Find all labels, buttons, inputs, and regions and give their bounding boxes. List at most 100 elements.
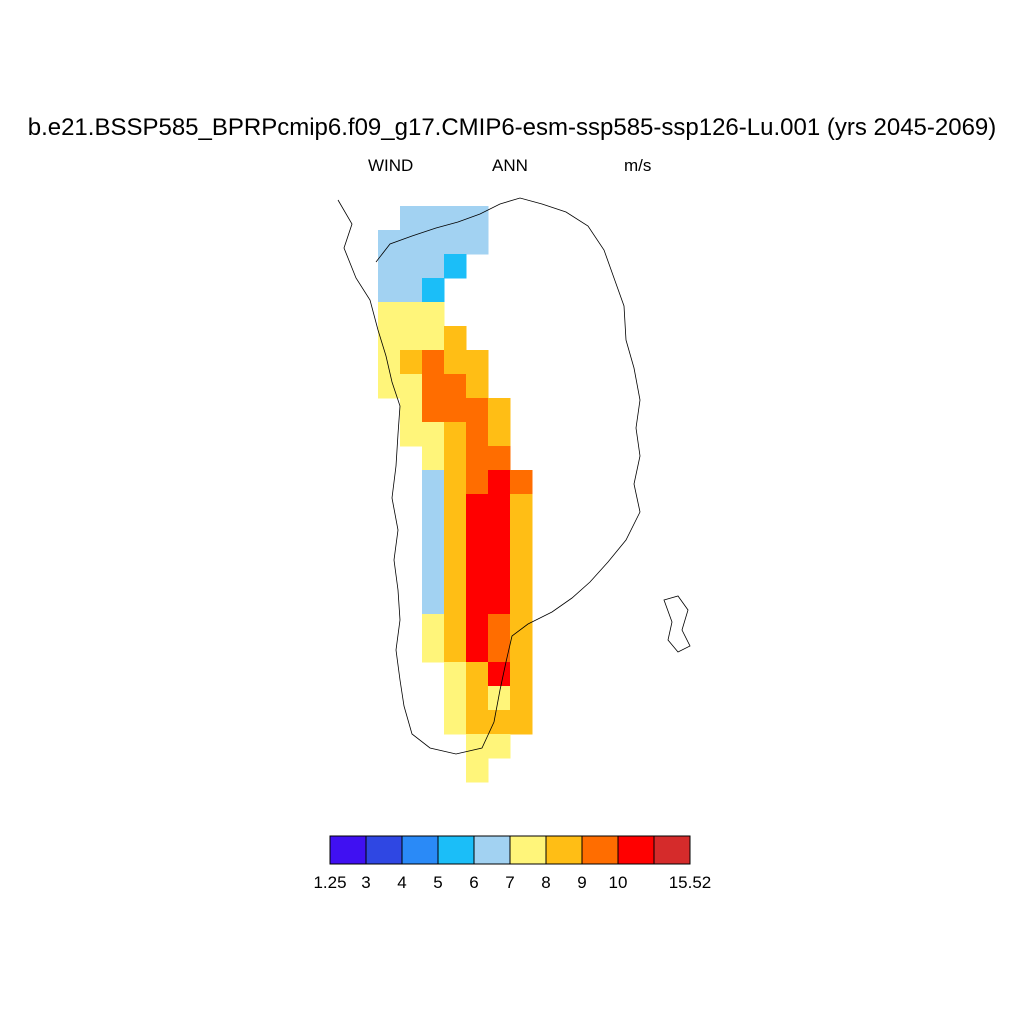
grid-cell [422, 518, 445, 543]
colorbar-boxes [329, 835, 691, 865]
grid-cell [444, 686, 467, 711]
grid-cell [400, 374, 423, 399]
grid-cell [488, 566, 511, 591]
colorbar-label: 3 [361, 873, 370, 892]
grid-cell [466, 446, 489, 471]
grid-cell [444, 470, 467, 495]
grid-cell [422, 278, 445, 303]
grid-cell [466, 590, 489, 615]
colorbar-box [545, 835, 583, 865]
colorbar-box [581, 835, 619, 865]
grid-cell [488, 398, 511, 423]
grid-cell [466, 614, 489, 639]
grid-cell [378, 230, 401, 255]
grid-cell [422, 230, 445, 255]
colorbar-box [653, 835, 691, 865]
grid-cell [422, 542, 445, 567]
season-label: ANN [492, 156, 528, 175]
grid-cell [466, 734, 489, 759]
colorbar-label: 7 [505, 873, 514, 892]
grid-cell [444, 614, 467, 639]
grid-cell [444, 446, 467, 471]
grid-cell [466, 566, 489, 591]
grid-cell [444, 566, 467, 591]
grid-cell [488, 638, 511, 663]
grid-cell [444, 518, 467, 543]
grid-cell [378, 326, 401, 351]
grid-cell [422, 374, 445, 399]
grid-cell [422, 398, 445, 423]
grid-cell [422, 470, 445, 495]
grid-cell [466, 350, 489, 375]
grid-cell [488, 542, 511, 567]
grid-cell [510, 542, 533, 567]
grid-cell [400, 350, 423, 375]
grid-cell [422, 326, 445, 351]
grid-cell [400, 254, 423, 279]
grid-cell [510, 494, 533, 519]
coastline [337, 197, 641, 755]
grid-cell [510, 710, 533, 735]
grid-cell [444, 398, 467, 423]
grid-cell [400, 278, 423, 303]
colorbar-label: 8 [541, 873, 550, 892]
grid-cell [466, 374, 489, 399]
grid-cell [422, 638, 445, 663]
grid-cell [378, 254, 401, 279]
grid-cell [466, 494, 489, 519]
grid-cell [378, 374, 401, 399]
grid-cell [488, 590, 511, 615]
grid-cell [444, 590, 467, 615]
grid-cell [510, 686, 533, 711]
grid-cell [400, 398, 423, 423]
grid-cell [400, 302, 423, 327]
grid-cell [466, 686, 489, 711]
grid-cell [400, 206, 423, 231]
colorbar-label: 4 [397, 873, 406, 892]
grid-cell [466, 542, 489, 567]
colorbar-label: 6 [469, 873, 478, 892]
grid-cell [488, 710, 511, 735]
grid-cell [422, 302, 445, 327]
colorbar-box [617, 835, 655, 865]
grid-cell [422, 350, 445, 375]
colorbar-box [509, 835, 547, 865]
colorbar-label: 15.52 [669, 873, 712, 892]
colorbar-box [401, 835, 439, 865]
colorbar-box [437, 835, 475, 865]
grid-cell [444, 254, 467, 279]
colorbar-box [473, 835, 511, 865]
grid-cell [422, 566, 445, 591]
grid-cell [488, 422, 511, 447]
grid-cell [466, 758, 489, 783]
grid-cell [466, 422, 489, 447]
grid-cell [444, 710, 467, 735]
grid-cell [488, 518, 511, 543]
grid-cell [400, 326, 423, 351]
grid-cell [378, 302, 401, 327]
grid-cell [488, 734, 511, 759]
coastline-island [663, 595, 691, 653]
grid-cell [422, 494, 445, 519]
grid-cell [400, 230, 423, 255]
grid-cell [510, 470, 533, 495]
colorbar-box [365, 835, 403, 865]
colorbar-labels: 1.25 3 4 5 6 7 8 9 10 15.52 [313, 873, 711, 892]
units-label: m/s [624, 156, 652, 175]
grid-cell [466, 470, 489, 495]
grid-cell [510, 614, 533, 639]
grid-cell [510, 638, 533, 663]
variable-label: WIND [368, 156, 414, 175]
grid-cell [444, 542, 467, 567]
grid-cell [488, 494, 511, 519]
colorbar-label: 10 [609, 873, 628, 892]
grid-cell [510, 590, 533, 615]
grid-cell [488, 446, 511, 471]
grid-cell [466, 518, 489, 543]
grid-cell [444, 350, 467, 375]
grid-cell [510, 566, 533, 591]
grid-cell [488, 686, 511, 711]
grid-cell [466, 638, 489, 663]
